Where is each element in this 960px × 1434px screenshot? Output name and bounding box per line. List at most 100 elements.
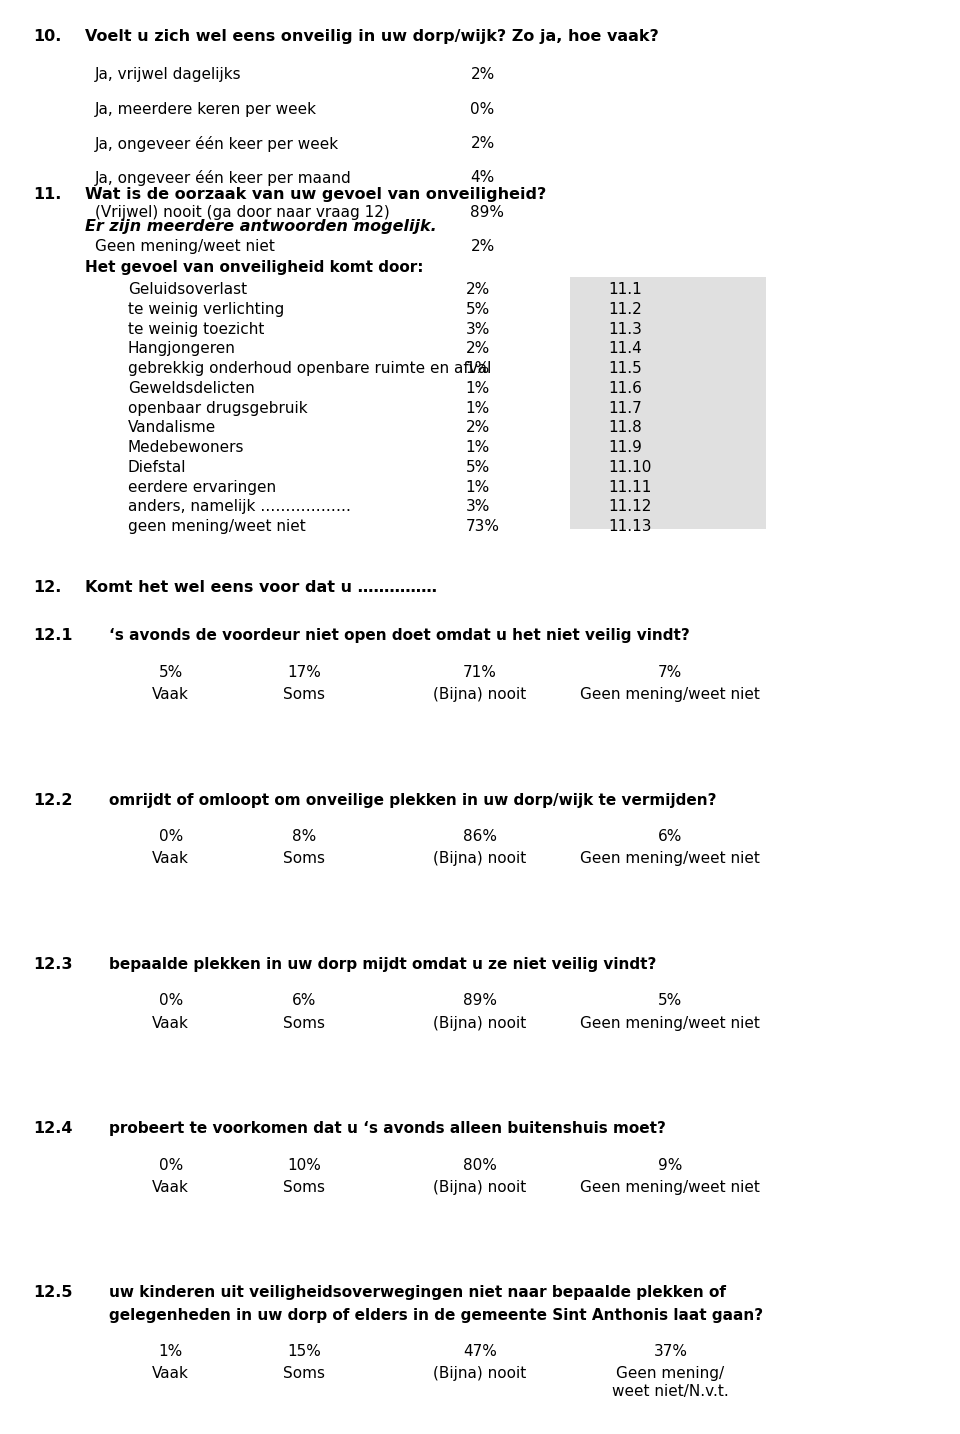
Text: 11.2: 11.2 — [609, 301, 642, 317]
Text: Wat is de oorzaak van uw gevoel van onveiligheid?: Wat is de oorzaak van uw gevoel van onve… — [85, 186, 546, 202]
Text: Het gevoel van onveiligheid komt door:: Het gevoel van onveiligheid komt door: — [85, 260, 423, 275]
Text: 11.4: 11.4 — [609, 341, 642, 356]
Text: 12.: 12. — [33, 579, 61, 595]
Text: te weinig toezicht: te weinig toezicht — [128, 321, 264, 337]
Text: Vaak: Vaak — [153, 1015, 189, 1031]
Text: 89%: 89% — [463, 994, 497, 1008]
Text: Voelt u zich wel eens onveilig in uw dorp/wijk? Zo ja, hoe vaak?: Voelt u zich wel eens onveilig in uw dor… — [85, 29, 659, 43]
Text: 11.13: 11.13 — [609, 519, 652, 535]
Text: 7%: 7% — [659, 665, 683, 680]
Text: 0%: 0% — [470, 102, 494, 116]
Text: 86%: 86% — [463, 829, 497, 845]
Text: 11.5: 11.5 — [609, 361, 642, 376]
Text: (Bijna) nooit: (Bijna) nooit — [433, 687, 527, 703]
Text: eerdere ervaringen: eerdere ervaringen — [128, 480, 276, 495]
Text: 1%: 1% — [466, 480, 490, 495]
Text: 2%: 2% — [470, 136, 494, 151]
Text: Geen mening/weet niet: Geen mening/weet niet — [581, 852, 760, 866]
Text: 11.9: 11.9 — [609, 440, 642, 455]
Text: Vaak: Vaak — [153, 852, 189, 866]
Text: te weinig verlichting: te weinig verlichting — [128, 301, 284, 317]
Text: (Bijna) nooit: (Bijna) nooit — [433, 1015, 527, 1031]
Text: 73%: 73% — [466, 519, 500, 535]
Text: 71%: 71% — [463, 665, 497, 680]
Text: 11.12: 11.12 — [609, 499, 652, 515]
Text: Ja, vrijwel dagelijks: Ja, vrijwel dagelijks — [95, 67, 241, 82]
Text: Hangjongeren: Hangjongeren — [128, 341, 236, 356]
Text: Vaak: Vaak — [153, 1180, 189, 1195]
Text: Diefstal: Diefstal — [128, 460, 186, 475]
Text: Medebewoners: Medebewoners — [128, 440, 245, 455]
Text: Vandalisme: Vandalisme — [128, 420, 216, 436]
Text: gebrekkig onderhoud openbare ruimte en afval: gebrekkig onderhoud openbare ruimte en a… — [128, 361, 492, 376]
Text: 6%: 6% — [659, 829, 683, 845]
Text: Geen mening/weet niet: Geen mening/weet niet — [95, 239, 275, 254]
Text: 1%: 1% — [466, 400, 490, 416]
Text: Geweldsdelicten: Geweldsdelicten — [128, 381, 254, 396]
Text: 11.3: 11.3 — [609, 321, 642, 337]
Text: 2%: 2% — [470, 239, 494, 254]
Text: (Bijna) nooit: (Bijna) nooit — [433, 852, 527, 866]
Text: 1%: 1% — [466, 440, 490, 455]
Text: Soms: Soms — [283, 1180, 324, 1195]
Text: 12.3: 12.3 — [33, 956, 72, 972]
Text: geen mening/weet niet: geen mening/weet niet — [128, 519, 305, 535]
Text: 0%: 0% — [158, 1157, 182, 1173]
Text: (Vrijwel) nooit (ga door naar vraag 12): (Vrijwel) nooit (ga door naar vraag 12) — [95, 205, 390, 219]
Text: omrijdt of omloopt om onveilige plekken in uw dorp/wijk te vermijden?: omrijdt of omloopt om onveilige plekken … — [108, 793, 716, 807]
Text: Geluidsoverlast: Geluidsoverlast — [128, 282, 247, 297]
Text: 4%: 4% — [470, 171, 494, 185]
Text: 5%: 5% — [659, 994, 683, 1008]
Text: gelegenheden in uw dorp of elders in de gemeente Sint Anthonis laat gaan?: gelegenheden in uw dorp of elders in de … — [108, 1308, 763, 1322]
Text: uw kinderen uit veiligheidsoverwegingen niet naar bepaalde plekken of: uw kinderen uit veiligheidsoverwegingen … — [108, 1285, 726, 1301]
Text: Ja, ongeveer één keer per week: Ja, ongeveer één keer per week — [95, 136, 339, 152]
Text: Komt het wel eens voor dat u ……………: Komt het wel eens voor dat u …………… — [85, 579, 437, 595]
Text: probeert te voorkomen dat u ‘s avonds alleen buitenshuis moet?: probeert te voorkomen dat u ‘s avonds al… — [108, 1121, 665, 1136]
Text: Geen mening/weet niet: Geen mening/weet niet — [581, 1015, 760, 1031]
Text: Er zijn meerdere antwoorden mogelijk.: Er zijn meerdere antwoorden mogelijk. — [85, 219, 437, 234]
Text: 37%: 37% — [654, 1344, 687, 1359]
Text: Soms: Soms — [283, 1367, 324, 1381]
Text: 11.8: 11.8 — [609, 420, 642, 436]
Text: Vaak: Vaak — [153, 1367, 189, 1381]
Text: 11.11: 11.11 — [609, 480, 652, 495]
Text: 89%: 89% — [470, 205, 505, 219]
Text: 8%: 8% — [292, 829, 316, 845]
Text: Ja, ongeveer één keer per maand: Ja, ongeveer één keer per maand — [95, 171, 351, 186]
Text: 1%: 1% — [466, 361, 490, 376]
Text: 0%: 0% — [158, 829, 182, 845]
Text: 11.7: 11.7 — [609, 400, 642, 416]
Text: 11.10: 11.10 — [609, 460, 652, 475]
Text: 15%: 15% — [287, 1344, 321, 1359]
Text: 12.5: 12.5 — [33, 1285, 72, 1301]
Text: 6%: 6% — [292, 994, 316, 1008]
Text: Vaak: Vaak — [153, 687, 189, 703]
Text: 9%: 9% — [659, 1157, 683, 1173]
Text: Soms: Soms — [283, 852, 324, 866]
Text: Soms: Soms — [283, 1015, 324, 1031]
Text: 11.: 11. — [33, 186, 61, 202]
Text: 5%: 5% — [466, 301, 490, 317]
Text: 80%: 80% — [463, 1157, 497, 1173]
Text: openbaar drugsgebruik: openbaar drugsgebruik — [128, 400, 307, 416]
Text: 17%: 17% — [287, 665, 321, 680]
Text: 1%: 1% — [158, 1344, 182, 1359]
Text: Ja, meerdere keren per week: Ja, meerdere keren per week — [95, 102, 317, 116]
Text: 12.4: 12.4 — [33, 1121, 72, 1136]
Text: 10.: 10. — [33, 29, 61, 43]
Text: 3%: 3% — [466, 499, 491, 515]
Text: 5%: 5% — [466, 460, 490, 475]
Text: 2%: 2% — [466, 341, 490, 356]
Text: 47%: 47% — [463, 1344, 497, 1359]
Text: 10%: 10% — [287, 1157, 321, 1173]
Text: 2%: 2% — [466, 420, 490, 436]
Text: Geen mening/weet niet: Geen mening/weet niet — [581, 1180, 760, 1195]
Text: 0%: 0% — [158, 994, 182, 1008]
Text: 1%: 1% — [466, 381, 490, 396]
Text: Soms: Soms — [283, 687, 324, 703]
Text: 3%: 3% — [466, 321, 491, 337]
Text: 12.1: 12.1 — [33, 628, 72, 644]
Text: 11.1: 11.1 — [609, 282, 642, 297]
Text: anders, namelijk ………………: anders, namelijk ……………… — [128, 499, 351, 515]
Text: (Bijna) nooit: (Bijna) nooit — [433, 1180, 527, 1195]
